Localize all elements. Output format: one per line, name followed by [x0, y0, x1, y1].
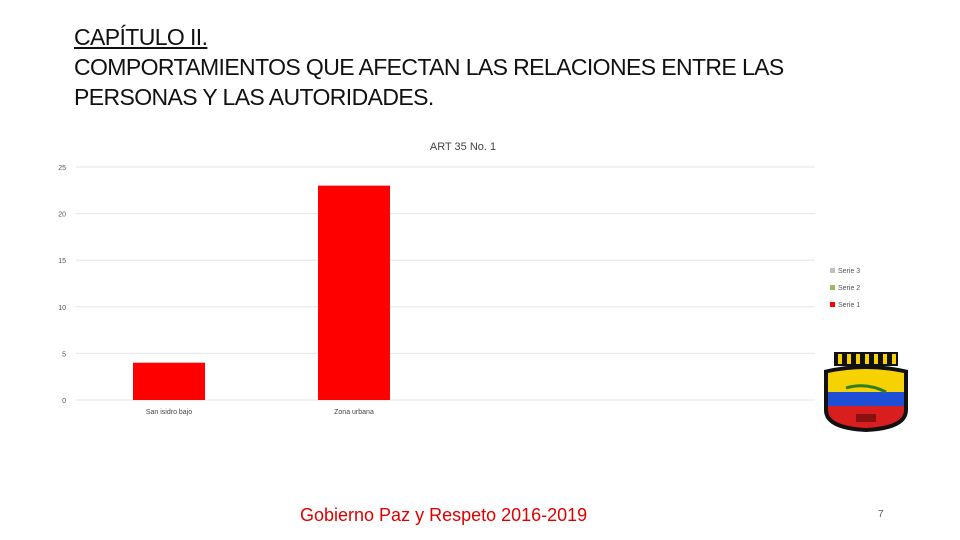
y-tick-label: 20	[58, 212, 66, 219]
y-tick-label: 10	[58, 305, 66, 312]
bar	[133, 362, 205, 400]
municipality-shield-logo	[824, 352, 908, 432]
title-line-3: PERSONAS Y LAS AUTORIDADES.	[74, 84, 434, 110]
legend-swatch	[830, 268, 835, 273]
x-tick-label: San isidro bajo	[146, 409, 192, 416]
title-line-1: CAPÍTULO II.	[74, 24, 208, 50]
legend-label: Serie 2	[838, 285, 860, 292]
footer-text: Gobierno Paz y Respeto 2016-2019	[300, 505, 588, 525]
legend-label: Serie 3	[838, 268, 860, 275]
bar	[318, 185, 390, 400]
legend-label: Serie 1	[838, 302, 860, 309]
page-number: 7	[878, 509, 884, 520]
y-tick-label: 5	[62, 351, 66, 358]
y-tick-label: 25	[58, 165, 66, 172]
y-tick-label: 15	[58, 258, 66, 265]
legend-swatch	[830, 302, 835, 307]
title-line-2: COMPORTAMIENTOS QUE AFECTAN LAS RELACION…	[74, 54, 784, 80]
y-tick-label: 0	[62, 398, 66, 405]
slide-title: CAPÍTULO II. COMPORTAMIENTOS QUE AFECTAN…	[74, 22, 874, 112]
chart-title: ART 35 No. 1	[430, 141, 496, 153]
legend-swatch	[830, 285, 835, 290]
x-tick-label: Zona urbana	[334, 409, 374, 416]
